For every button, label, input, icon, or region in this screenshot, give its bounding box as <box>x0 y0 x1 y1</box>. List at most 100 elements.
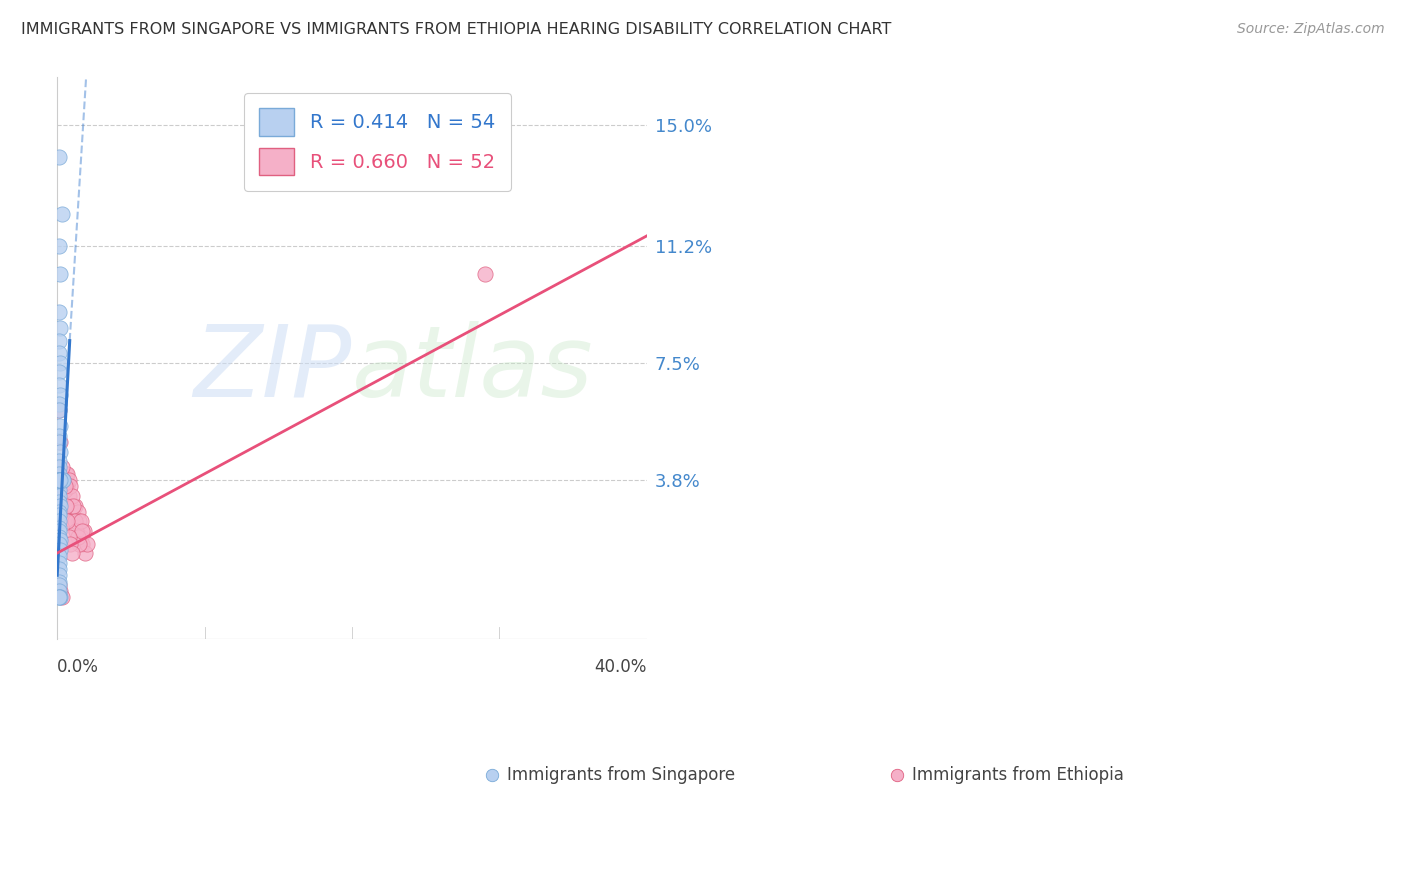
Point <box>62 499 84 513</box>
Point <box>58 473 80 487</box>
Point <box>49 476 72 491</box>
Point <box>51 473 73 487</box>
Point <box>56 467 79 481</box>
Point <box>56 479 79 493</box>
Point <box>48 495 70 509</box>
Point <box>48 473 70 487</box>
Point <box>444 134 467 148</box>
Point <box>48 305 70 319</box>
Text: Immigrants from Ethiopia: Immigrants from Ethiopia <box>912 766 1123 784</box>
Point <box>48 397 70 411</box>
Point <box>48 238 70 252</box>
Point <box>49 435 72 450</box>
Point <box>60 546 83 560</box>
Point <box>65 524 87 538</box>
Point <box>49 387 72 401</box>
Point <box>49 492 72 507</box>
Point <box>59 536 82 550</box>
Point <box>65 524 87 538</box>
Point <box>48 549 70 564</box>
Point <box>481 768 503 782</box>
Legend: R = 0.414   N = 54, R = 0.660   N = 52: R = 0.414 N = 54, R = 0.660 N = 52 <box>243 93 510 191</box>
Point <box>49 473 72 487</box>
Point <box>52 473 75 487</box>
Point <box>49 444 72 458</box>
Point <box>48 346 70 360</box>
Point <box>66 505 89 519</box>
Point <box>49 419 72 434</box>
Point <box>49 267 72 281</box>
Point <box>48 508 70 522</box>
Point <box>48 578 70 592</box>
Point <box>55 499 77 513</box>
Point <box>49 499 72 513</box>
Point <box>69 515 91 529</box>
Point <box>60 505 83 519</box>
Text: IMMIGRANTS FROM SINGAPORE VS IMMIGRANTS FROM ETHIOPIA HEARING DISABILITY CORRELA: IMMIGRANTS FROM SINGAPORE VS IMMIGRANTS … <box>21 22 891 37</box>
Point <box>70 524 93 538</box>
Point <box>48 556 70 570</box>
Point <box>53 473 76 487</box>
Point <box>48 578 70 592</box>
Point <box>48 454 70 468</box>
Point <box>48 483 70 497</box>
Point <box>49 533 72 548</box>
Point <box>48 473 70 487</box>
Point <box>49 584 72 599</box>
Point <box>63 515 86 529</box>
Point <box>51 479 73 493</box>
Text: 0.0%: 0.0% <box>58 657 98 676</box>
Text: Source: ZipAtlas.com: Source: ZipAtlas.com <box>1237 22 1385 37</box>
Point <box>52 483 75 497</box>
Point <box>63 499 86 513</box>
Point <box>59 479 82 493</box>
Point <box>52 473 75 487</box>
Point <box>48 460 70 475</box>
Text: 40.0%: 40.0% <box>595 657 647 676</box>
Text: Immigrants from Singapore: Immigrants from Singapore <box>506 766 735 784</box>
Point <box>48 530 70 544</box>
Point <box>48 568 70 582</box>
Point <box>55 473 77 487</box>
Point <box>48 435 70 450</box>
Point <box>48 467 70 481</box>
Point <box>51 207 73 221</box>
Point <box>49 321 72 335</box>
Point <box>48 562 70 576</box>
Point <box>53 479 76 493</box>
Point <box>48 403 70 417</box>
Point <box>48 365 70 379</box>
Text: ZIP: ZIP <box>194 321 352 417</box>
Point <box>70 536 93 550</box>
Point <box>53 483 76 497</box>
Point <box>48 334 70 348</box>
Point <box>48 524 70 538</box>
Point <box>49 591 72 605</box>
Point <box>52 473 75 487</box>
Point <box>48 536 70 550</box>
Point <box>60 489 83 503</box>
Point <box>58 489 80 503</box>
Point <box>48 591 70 605</box>
Point <box>73 524 96 538</box>
Point <box>48 150 70 164</box>
Point <box>51 591 73 605</box>
Point <box>48 521 70 535</box>
Point <box>67 536 90 550</box>
Point <box>48 473 70 487</box>
Point <box>48 574 70 589</box>
Point <box>48 483 70 497</box>
Point <box>49 467 72 481</box>
Point <box>56 515 79 529</box>
Point <box>62 515 84 529</box>
Point <box>49 473 72 487</box>
Point <box>48 489 70 503</box>
Point <box>48 378 70 392</box>
Point <box>48 473 70 487</box>
Point <box>67 515 90 529</box>
Point <box>49 356 72 370</box>
Point <box>51 460 73 475</box>
Point <box>48 505 70 519</box>
Point <box>48 429 70 443</box>
Point <box>66 530 89 544</box>
